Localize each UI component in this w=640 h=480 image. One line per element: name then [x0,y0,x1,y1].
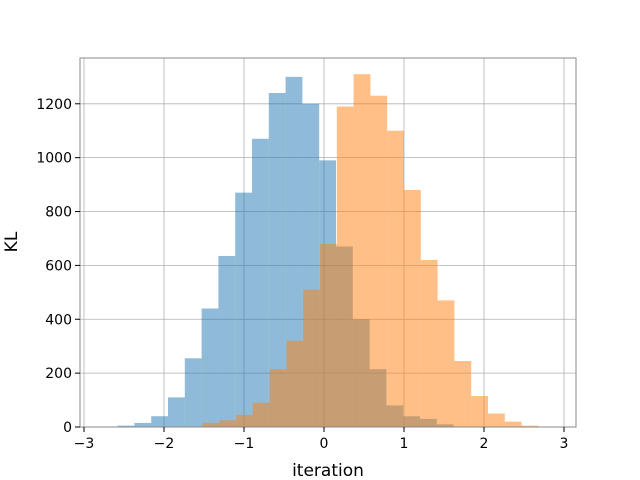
histogram-bar-series-2 [303,289,320,427]
histogram-bar-series-2 [420,260,438,427]
histogram-bar-series-2 [286,340,304,427]
histogram-bar-series-1 [168,397,185,427]
axis-ticks: −3 −2 −1 0 1 2 3 0 200 400 600 800 1000 1200 [36,97,568,452]
histogram-bar-series-1 [218,255,236,427]
y-tick-label: 0 [63,420,72,436]
x-tick-label: −2 [154,436,175,452]
x-tick-label: −1 [234,436,255,452]
histogram-bar-series-2 [404,189,421,427]
y-tick-label: 1200 [36,97,72,113]
histogram-bar-series-2 [236,414,253,427]
histogram-bar-series-2 [336,106,354,427]
histogram-bar-series-2 [454,361,472,427]
x-tick-label: 1 [400,436,409,452]
plot-frame [79,57,577,428]
histogram-bars [117,74,539,428]
histogram-bar-series-1 [268,93,286,428]
x-tick-label: 0 [320,436,329,452]
histogram-bar-series-2 [320,243,337,427]
histogram-bar-series-2 [471,396,488,427]
histogram-bar-series-2 [269,369,287,427]
histogram-bar-series-1 [134,422,152,427]
histogram-bar-series-1 [151,416,168,427]
histogram-bar-series-2 [370,95,388,427]
y-axis-label: KL [2,231,22,252]
x-tick-label: −3 [74,436,95,452]
histogram-bar-series-1 [235,192,252,427]
x-tick-label: 2 [480,436,489,452]
histogram-bar-series-1 [184,358,202,427]
histogram-bar-series-2 [202,422,220,427]
y-tick-label: 200 [45,366,72,382]
histogram-bar-series-2 [252,402,270,427]
histogram-bar-series-2 [488,413,505,427]
x-tick-label: 3 [560,436,569,452]
histogram-bar-series-1 [285,76,303,428]
y-tick-label: 800 [45,205,72,221]
y-tick-label: 400 [45,312,72,328]
histogram-bar-series-2 [219,420,236,427]
histogram-bar-series-1 [201,308,219,427]
x-axis-label: iteration [292,461,364,480]
histogram-bar-series-1 [117,425,135,427]
histogram-bar-series-2 [353,74,371,427]
histogram-bar-series-1 [252,138,269,427]
y-tick-label: 600 [45,258,72,274]
histogram-bar-series-2 [521,425,539,427]
y-tick-label: 1000 [36,151,72,167]
histogram-bar-series-2 [504,421,522,427]
histogram-bar-series-2 [387,130,404,427]
histogram-bar-series-2 [437,300,455,427]
